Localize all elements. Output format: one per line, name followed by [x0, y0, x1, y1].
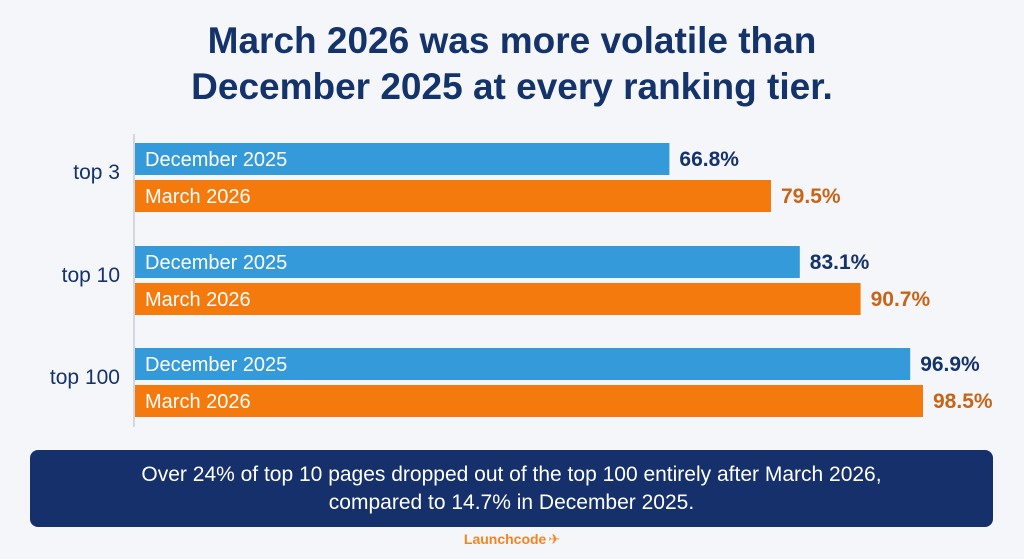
data-label: 96.9%: [920, 353, 980, 376]
data-label: 79.5%: [781, 185, 841, 208]
brand-name: Launchcode: [463, 531, 547, 547]
bar-series-label: December 2025: [145, 149, 287, 171]
bar-chart: top 3 December 2025 66.8% March 2026 79.5% to…: [50, 134, 993, 427]
bar: [135, 180, 771, 212]
chart-title-line-2: December 2025 at every ranking tier.: [191, 66, 833, 107]
category-label: top 10: [62, 264, 120, 287]
bar: [135, 348, 911, 380]
data-label: 98.5%: [933, 390, 993, 413]
bar: [135, 143, 670, 175]
chart-title: March 2026 was more volatile than Decemb…: [0, 18, 1024, 110]
bar: [135, 385, 923, 417]
data-label: 66.8%: [679, 148, 739, 171]
footer-callout: Over 24% of top 10 pages dropped out of …: [30, 450, 993, 527]
chart-title-line-1: March 2026 was more volatile than: [207, 20, 817, 61]
bar-series-label: December 2025: [145, 252, 287, 274]
data-label: 83.1%: [810, 251, 870, 274]
footer-line-2: compared to 14.7% in December 2025.: [328, 490, 695, 514]
bar-series-label: March 2026: [145, 391, 251, 413]
category-label: top 3: [73, 161, 120, 184]
data-label: 90.7%: [871, 288, 931, 311]
brand-logo: Launchcode ✈: [0, 531, 1024, 548]
bar: [135, 283, 861, 315]
footer-line-1: Over 24% of top 10 pages dropped out of …: [141, 462, 882, 486]
category-label: top 100: [50, 366, 120, 389]
bar: [135, 246, 800, 278]
bar-series-label: March 2026: [145, 186, 251, 208]
bar-series-label: March 2026: [145, 289, 251, 311]
bar-series-label: December 2025: [145, 354, 287, 376]
rocket-icon: ✈: [548, 531, 561, 547]
